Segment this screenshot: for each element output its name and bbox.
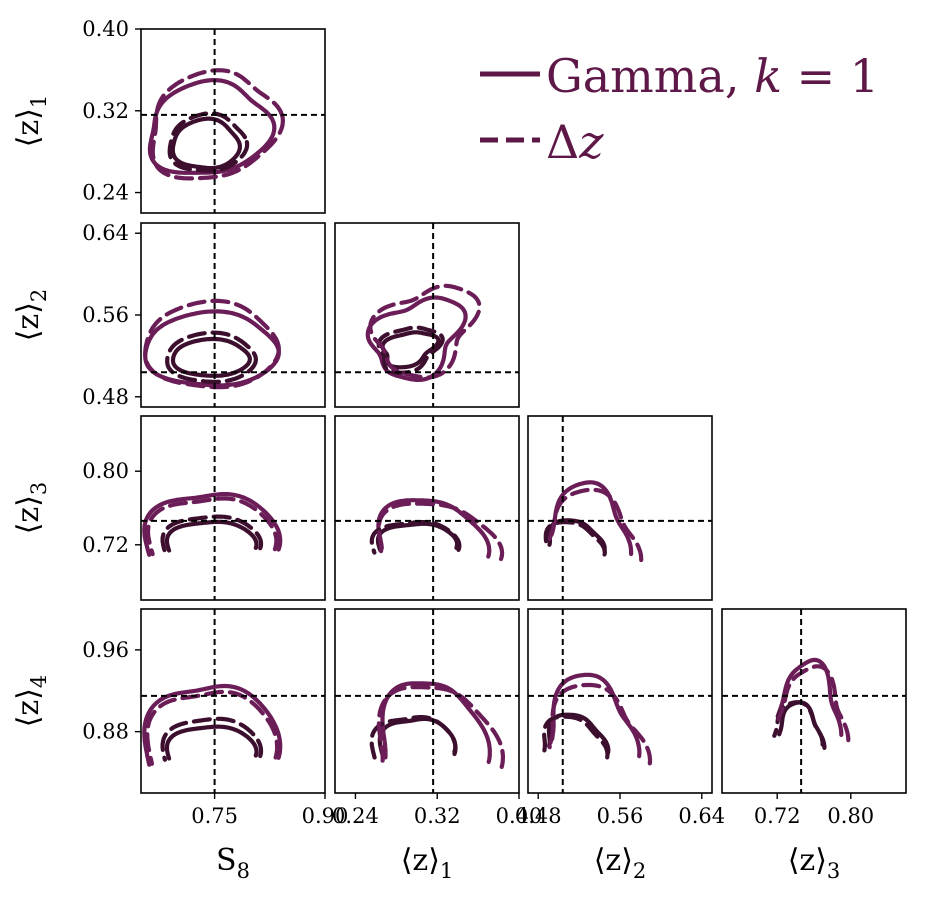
- panel-z1-z3: [334, 415, 520, 601]
- xtick-label: 0.75: [191, 804, 238, 828]
- contour-dashed-95: [145, 496, 279, 557]
- contour-solid-68: [380, 330, 441, 370]
- contour-dashed-95: [368, 283, 482, 380]
- contour-dashed-95: [776, 664, 851, 743]
- ylabel-z2: ⟨z⟩2: [11, 289, 51, 342]
- contour-dashed-95: [547, 682, 653, 766]
- ytick-label: 0.24: [82, 181, 129, 205]
- panel-z3-z4: [721, 608, 907, 794]
- xtick-label: 0.40: [496, 804, 543, 828]
- contour-dashed-68: [376, 325, 445, 375]
- contour-dashed-68: [543, 520, 607, 557]
- xtick-label: 0.80: [827, 804, 874, 828]
- contour-solid-68: [170, 116, 242, 171]
- ytick-label: 0.80: [82, 459, 129, 483]
- contour-solid-95: [365, 295, 468, 382]
- xtick-label: 0.32: [414, 804, 461, 828]
- ylabel-z4: ⟨z⟩4: [11, 675, 51, 728]
- xtick-label: 0.90: [302, 804, 349, 828]
- panel-frame: [334, 415, 520, 601]
- xlabel-S8: S8: [216, 843, 250, 883]
- contour-solid-68: [546, 712, 611, 755]
- panel-frame: [140, 28, 326, 214]
- panel-S8-z1: [140, 28, 326, 214]
- xlabel-z3: ⟨z⟩3: [788, 843, 841, 883]
- contour-dashed-68: [369, 715, 458, 760]
- corner-panels: [140, 28, 907, 794]
- xtick-label: 0.64: [678, 804, 725, 828]
- panel-frame: [334, 608, 520, 794]
- xtick-label: 0.56: [597, 804, 644, 828]
- panel-frame: [721, 608, 907, 794]
- contour-solid-68: [164, 724, 259, 761]
- contour-dashed-68: [165, 330, 258, 384]
- ytick-label: 0.72: [82, 533, 129, 557]
- axis-labels: ⟨z⟩1 ⟨z⟩2 ⟨z⟩3 ⟨z⟩4 S8 ⟨z⟩1 ⟨z⟩2 ⟨z⟩3: [11, 95, 840, 883]
- legend: Gamma, k = 1 Δz: [480, 49, 879, 169]
- panel-z2-z3: [527, 415, 713, 601]
- contour-dashed-95: [143, 298, 281, 390]
- panel-frame: [140, 222, 326, 408]
- xlabel-z1: ⟨z⟩1: [401, 843, 454, 883]
- panel-z2-z4: [527, 608, 713, 794]
- contour-dashed-95: [376, 501, 505, 562]
- ytick-label: 0.40: [82, 17, 129, 41]
- ylabel-z3: ⟨z⟩3: [11, 482, 51, 535]
- legend-label-delta-z: Δz: [546, 115, 604, 169]
- contour-dashed-68: [167, 111, 250, 173]
- panel-frame: [140, 415, 326, 601]
- ytick-label: 0.88: [82, 720, 129, 744]
- xtick-label: 0.72: [754, 804, 801, 828]
- contour-solid-95: [147, 78, 277, 175]
- ytick-label: 0.48: [82, 385, 129, 409]
- contour-dashed-95: [145, 689, 280, 766]
- contour-solid-68: [170, 336, 252, 378]
- contour-solid-68: [164, 519, 259, 553]
- panel-S8-z2: [140, 222, 326, 408]
- contour-dashed-68: [369, 520, 462, 555]
- xtick-label: 0.24: [332, 804, 379, 828]
- contour-solid-95: [142, 683, 283, 767]
- contour-dashed-68: [160, 514, 264, 554]
- contour-solid-95: [380, 681, 492, 764]
- tick-labels: 0.240.320.400.480.560.640.720.800.880.96…: [82, 17, 874, 828]
- legend-label-gamma: Gamma, k = 1: [546, 49, 879, 103]
- contour-dashed-95: [150, 68, 285, 181]
- panel-z1-z4: [334, 608, 520, 794]
- panel-S8-z3: [140, 415, 326, 601]
- contour-dashed-68: [160, 716, 264, 762]
- ytick-label: 0.32: [82, 99, 129, 123]
- contour-dashed-95: [546, 487, 644, 563]
- panel-frame: [527, 608, 713, 794]
- ylabel-z1: ⟨z⟩1: [11, 95, 51, 148]
- ytick-label: 0.96: [82, 638, 129, 662]
- xlabel-z2: ⟨z⟩2: [594, 843, 647, 883]
- xtick-label: 0.48: [515, 804, 562, 828]
- contour-solid-68: [547, 518, 607, 553]
- panel-S8-z4: [140, 608, 326, 794]
- contour-dashed-95: [376, 685, 505, 769]
- ytick-label: 0.56: [82, 303, 129, 327]
- ytick-label: 0.64: [82, 221, 129, 245]
- contour-dashed-68: [542, 714, 610, 760]
- panel-z1-z2: [334, 222, 520, 408]
- contour-solid-95: [142, 492, 283, 557]
